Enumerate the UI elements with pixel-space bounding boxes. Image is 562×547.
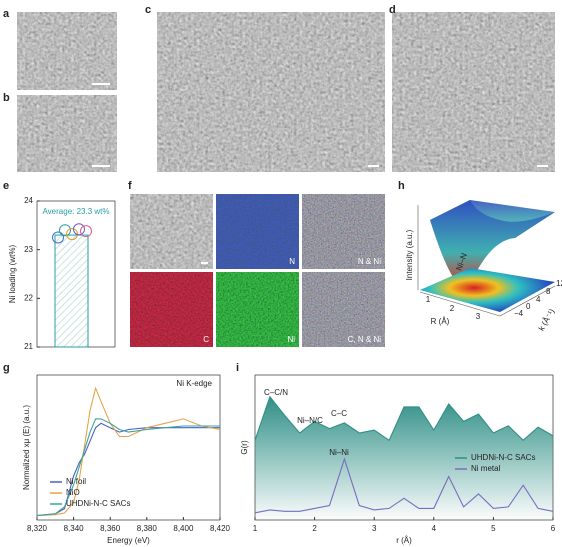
wavelet-3d (417, 200, 556, 317)
data-point (52, 231, 64, 244)
y-tick-label: 4 (536, 295, 541, 304)
panel-label: i (236, 362, 239, 374)
image-f-cnni (302, 272, 385, 347)
y-tick-label: 23 (24, 245, 33, 254)
data-point (73, 223, 85, 236)
panel-label: f (128, 180, 132, 192)
x-tick-label: 1 (426, 295, 431, 304)
panel-label: a (3, 8, 10, 20)
annotation: Average: 23.3 wt% (42, 207, 109, 216)
data-point (80, 225, 92, 238)
image-f-c (130, 272, 213, 347)
tile-label: C (203, 335, 209, 344)
tile-label: C, N & Ni (348, 335, 382, 344)
x-tick-label: 8,420 (210, 524, 231, 533)
x-tick-label: 4 (432, 524, 437, 533)
x-tick-label: 8,360 (100, 524, 121, 533)
tile-label: Ni (287, 335, 295, 344)
legend-label: Ni metal (471, 464, 501, 473)
data-point (59, 224, 71, 237)
axis (499, 285, 556, 317)
axis (419, 291, 501, 317)
x-axis-label: R (Å) (431, 317, 450, 326)
y-tick-label: 22 (24, 293, 33, 302)
y-axis-label: Ni loading (wt%) (8, 245, 17, 304)
y-axis-label: Normalized xμ (E) (a.u.) (22, 405, 31, 490)
micrograph-panels (17, 12, 555, 172)
x-tick-label: 8,400 (173, 524, 194, 533)
chart-title: Ni K-edge (176, 379, 212, 388)
legend-label: UHDNi-N-C SACs (471, 453, 535, 462)
image-f-nni (302, 194, 385, 269)
x-tick-label: 3 (372, 524, 377, 533)
x-tick-label: 1 (253, 524, 258, 533)
x-tick-label: 5 (491, 524, 496, 533)
panel-label: d (389, 4, 396, 16)
x-tick-label: 8,320 (27, 524, 48, 533)
series-line (254, 457, 554, 514)
panel-label: c (145, 4, 151, 16)
image-f-n (216, 194, 299, 269)
tile-label: N (289, 257, 295, 266)
annotation: Ni–N/C (297, 416, 323, 425)
x-tick-label: 6 (551, 524, 556, 533)
x-tick-label: 2 (312, 524, 317, 533)
bar (54, 234, 89, 348)
x-tick-label: 3 (476, 312, 481, 321)
series-line (36, 386, 221, 517)
eds-maps (130, 194, 385, 347)
panel-label: g (3, 362, 10, 374)
series-line (36, 422, 220, 517)
y-axis-label: k (Å⁻¹) (537, 307, 557, 332)
legend-label: Ni foil (66, 477, 86, 486)
y-tick-label: 8 (546, 287, 551, 296)
series-line (254, 395, 554, 442)
image-b (17, 95, 117, 172)
image-a (17, 12, 117, 90)
y-tick-label: 0 (526, 302, 531, 311)
tile-label: N & Ni (358, 257, 381, 266)
z-axis-label: Intensity (a.u.) (405, 229, 414, 280)
y-tick-label: 21 (24, 342, 33, 351)
series-line (36, 418, 220, 517)
x-axis-label: Energy (eV) (107, 536, 150, 545)
plot-frame (36, 374, 221, 521)
y-tick-label: −4 (514, 309, 524, 318)
image-d (392, 12, 555, 172)
image-f-haadf (130, 194, 213, 269)
y-axis-label: G(r) (240, 440, 249, 455)
x-tick-label: 8,340 (64, 524, 85, 533)
y-tick-label: 24 (24, 196, 33, 205)
y-tick-label: 12 (556, 279, 562, 288)
panel-label: e (3, 180, 9, 192)
panel-label: h (398, 180, 405, 192)
image-f-ni (216, 272, 299, 347)
projection (420, 268, 555, 312)
annotation: C–C (331, 409, 347, 418)
surface (430, 200, 555, 288)
area-fill (255, 396, 553, 520)
panel-label: b (3, 92, 10, 104)
legend-label: UHDNi-N-C SACs (66, 499, 130, 508)
annotation: Ni–Ni (329, 448, 349, 457)
annotation: C–C/N (264, 388, 288, 397)
x-tick-label: 2 (450, 304, 455, 313)
image-c (157, 12, 385, 172)
x-tick-label: 8,380 (137, 524, 158, 533)
legend-label: NiO (66, 488, 80, 497)
x-axis-label: r (Å) (396, 536, 412, 545)
h-ticks: 12312840−4 (426, 279, 562, 321)
